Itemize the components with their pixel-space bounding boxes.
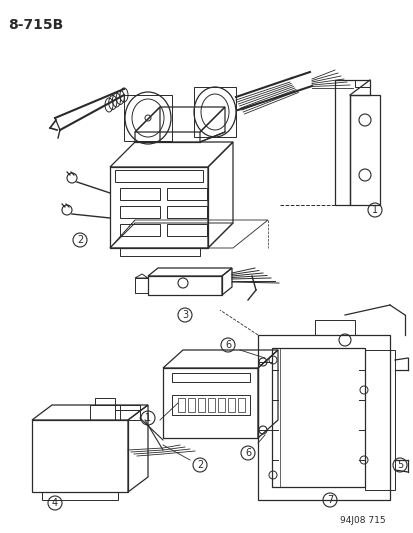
Text: 3: 3 bbox=[181, 310, 188, 320]
Text: 2: 2 bbox=[77, 235, 83, 245]
Text: 1: 1 bbox=[371, 205, 377, 215]
Text: 2: 2 bbox=[197, 460, 203, 470]
Text: 4: 4 bbox=[52, 498, 58, 508]
Text: 6: 6 bbox=[244, 448, 250, 458]
Text: 1: 1 bbox=[145, 413, 151, 423]
Text: 8-715B: 8-715B bbox=[8, 18, 63, 32]
Text: 94J08 715: 94J08 715 bbox=[339, 516, 385, 525]
Text: 6: 6 bbox=[224, 340, 230, 350]
Text: 5: 5 bbox=[396, 460, 402, 470]
Text: 7: 7 bbox=[326, 495, 332, 505]
